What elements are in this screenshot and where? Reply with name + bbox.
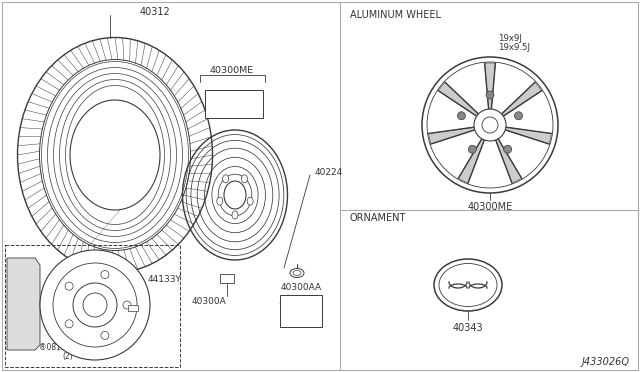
Ellipse shape bbox=[439, 263, 497, 307]
Ellipse shape bbox=[241, 175, 248, 183]
Circle shape bbox=[504, 145, 511, 153]
Text: 40300A: 40300A bbox=[191, 298, 227, 307]
Circle shape bbox=[73, 283, 117, 327]
Bar bbox=[5, 245, 180, 367]
Circle shape bbox=[101, 331, 109, 339]
Text: 40300ME: 40300ME bbox=[210, 65, 254, 74]
Circle shape bbox=[101, 270, 109, 279]
Text: 44133Y: 44133Y bbox=[148, 276, 182, 285]
Text: J433026Q: J433026Q bbox=[582, 357, 630, 367]
Ellipse shape bbox=[232, 211, 238, 219]
Text: 40224: 40224 bbox=[315, 167, 343, 176]
Circle shape bbox=[65, 320, 73, 328]
Text: ®08110-8201A: ®08110-8201A bbox=[38, 343, 97, 353]
Text: SEC.253: SEC.253 bbox=[215, 94, 253, 103]
Text: 19x9J: 19x9J bbox=[498, 33, 522, 42]
Polygon shape bbox=[484, 63, 495, 109]
Bar bbox=[128, 305, 138, 311]
Bar bbox=[205, 90, 263, 118]
Polygon shape bbox=[495, 139, 522, 183]
Text: (40700M): (40700M) bbox=[215, 106, 253, 115]
Bar bbox=[280, 295, 322, 327]
Polygon shape bbox=[458, 139, 484, 183]
Circle shape bbox=[515, 112, 522, 120]
Text: 40343: 40343 bbox=[452, 323, 483, 333]
Circle shape bbox=[83, 293, 107, 317]
Text: 40300ME: 40300ME bbox=[467, 202, 513, 212]
Ellipse shape bbox=[290, 269, 304, 278]
Circle shape bbox=[65, 282, 73, 290]
Polygon shape bbox=[502, 82, 541, 116]
Ellipse shape bbox=[70, 100, 160, 210]
Circle shape bbox=[468, 145, 476, 153]
Circle shape bbox=[422, 57, 558, 193]
Ellipse shape bbox=[434, 259, 502, 311]
Circle shape bbox=[482, 117, 498, 133]
Text: (2): (2) bbox=[63, 352, 74, 360]
Circle shape bbox=[474, 109, 506, 141]
Text: ORNAMENT: ORNAMENT bbox=[350, 213, 406, 223]
Polygon shape bbox=[438, 82, 479, 116]
Ellipse shape bbox=[224, 181, 246, 209]
Ellipse shape bbox=[17, 38, 212, 273]
Text: 40312: 40312 bbox=[140, 7, 171, 17]
Text: 19x9.5J: 19x9.5J bbox=[498, 42, 530, 51]
Ellipse shape bbox=[182, 130, 287, 260]
Polygon shape bbox=[429, 127, 475, 144]
Polygon shape bbox=[505, 127, 552, 144]
Text: ALUMINUM WHEEL: ALUMINUM WHEEL bbox=[350, 10, 441, 20]
Circle shape bbox=[123, 301, 131, 309]
Circle shape bbox=[458, 112, 465, 120]
Ellipse shape bbox=[217, 197, 223, 205]
Circle shape bbox=[486, 91, 494, 99]
Bar bbox=[220, 274, 234, 283]
Circle shape bbox=[40, 250, 150, 360]
Text: 40300AA: 40300AA bbox=[280, 282, 321, 292]
Polygon shape bbox=[7, 258, 40, 350]
Circle shape bbox=[53, 263, 137, 347]
Ellipse shape bbox=[223, 175, 228, 183]
Ellipse shape bbox=[247, 197, 253, 205]
